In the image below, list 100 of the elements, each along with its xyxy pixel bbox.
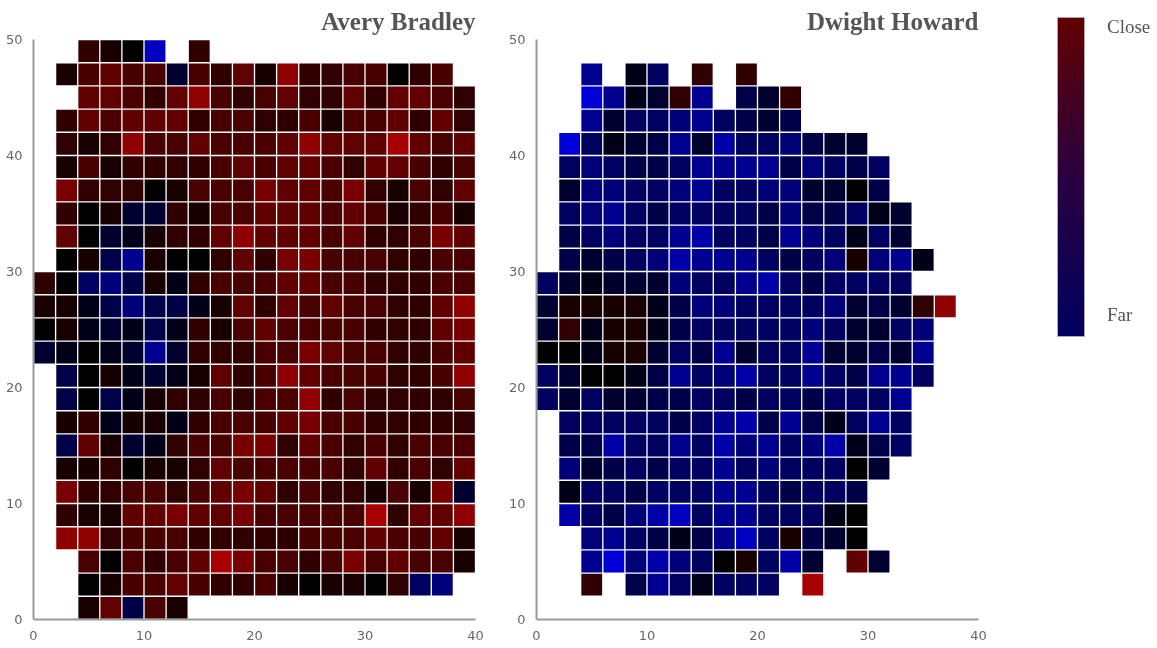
y-tick-label: 30 <box>508 264 526 279</box>
point <box>824 388 846 410</box>
point <box>343 550 365 573</box>
point <box>365 365 387 387</box>
point <box>431 550 453 573</box>
y-tick-label: 10 <box>5 496 23 511</box>
point <box>321 318 343 341</box>
point <box>277 249 299 271</box>
point <box>233 388 254 410</box>
point <box>233 202 254 225</box>
point <box>890 341 912 364</box>
point <box>691 63 713 86</box>
point <box>188 63 210 86</box>
point <box>78 388 100 410</box>
point <box>78 550 100 573</box>
point <box>824 411 846 434</box>
point <box>343 225 365 248</box>
point <box>122 365 144 387</box>
point <box>299 249 321 271</box>
point <box>846 179 868 202</box>
point <box>758 318 779 341</box>
y-tick-label: 40 <box>508 148 526 163</box>
point <box>100 295 122 318</box>
point <box>255 225 276 248</box>
point <box>166 318 188 341</box>
text: Close <box>1107 15 1151 39</box>
point <box>299 573 321 596</box>
point <box>122 597 144 619</box>
chart-title: Dwight Howard <box>806 7 979 35</box>
point <box>166 341 188 364</box>
point <box>912 249 934 271</box>
point <box>122 434 144 457</box>
point <box>625 365 647 387</box>
point <box>736 341 757 364</box>
point <box>78 573 100 596</box>
point <box>691 434 713 457</box>
point <box>409 388 431 410</box>
point <box>780 365 802 387</box>
point <box>625 457 647 480</box>
point <box>56 365 78 387</box>
point <box>868 272 890 294</box>
point <box>537 365 558 387</box>
point <box>210 225 232 248</box>
point <box>846 527 868 550</box>
point <box>343 249 365 271</box>
point <box>846 272 868 294</box>
point <box>625 133 647 155</box>
point <box>691 481 713 503</box>
point <box>277 225 299 248</box>
point <box>780 388 802 410</box>
point <box>122 341 144 364</box>
point <box>691 411 713 434</box>
point <box>713 225 735 248</box>
point <box>210 504 232 526</box>
point <box>365 434 387 457</box>
point <box>736 202 757 225</box>
point <box>890 318 912 341</box>
point <box>365 249 387 271</box>
point <box>166 388 188 410</box>
point <box>802 527 824 550</box>
point <box>144 527 166 550</box>
point <box>824 457 846 480</box>
point <box>647 527 669 550</box>
point <box>387 86 409 109</box>
point <box>299 457 321 480</box>
point <box>299 527 321 550</box>
point <box>603 550 625 573</box>
x-tick-label: 40 <box>970 627 987 643</box>
point <box>409 434 431 457</box>
point <box>868 156 890 178</box>
point <box>166 86 188 109</box>
point <box>846 202 868 225</box>
point <box>824 225 846 248</box>
point <box>233 504 254 526</box>
point <box>736 225 757 248</box>
point <box>431 272 453 294</box>
point <box>122 527 144 550</box>
point <box>144 365 166 387</box>
point <box>78 272 100 294</box>
point <box>603 411 625 434</box>
point <box>824 272 846 294</box>
point <box>846 550 868 573</box>
point <box>277 550 299 573</box>
point <box>78 365 100 387</box>
point <box>387 411 409 434</box>
point <box>210 434 232 457</box>
point <box>255 365 276 387</box>
point <box>122 457 144 480</box>
point <box>56 481 78 503</box>
point <box>255 272 276 294</box>
point <box>581 365 603 387</box>
point <box>581 86 603 109</box>
point <box>625 109 647 132</box>
point <box>343 86 365 109</box>
point <box>625 434 647 457</box>
point <box>387 63 409 86</box>
point <box>56 388 78 410</box>
point <box>321 527 343 550</box>
point <box>277 365 299 387</box>
point <box>846 225 868 248</box>
